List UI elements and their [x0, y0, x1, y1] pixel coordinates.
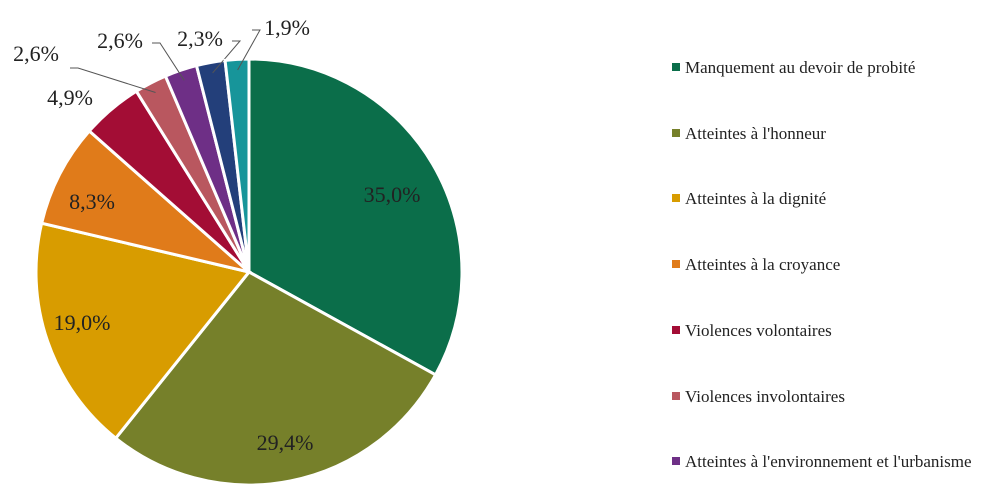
pie-slice — [223, 57, 251, 273]
legend-entry: Manquement au devoir de probité — [672, 58, 982, 78]
leader-line — [152, 42, 185, 81]
data-label: 1,9% — [264, 15, 310, 40]
data-label: 8,3% — [69, 189, 115, 214]
data-label: 19,0% — [54, 310, 111, 335]
legend-label: Violences involontaires — [685, 386, 845, 406]
pie-slice — [113, 270, 438, 486]
legend-swatch — [672, 391, 680, 400]
legend-entry: Violences involontaires — [672, 387, 982, 407]
pie-slice — [39, 128, 250, 274]
leader-line — [70, 67, 156, 94]
legend-label: Atteintes à l'environnement et l'urbanis… — [685, 452, 972, 472]
data-label: 35,0% — [364, 182, 421, 207]
legend-swatch — [672, 325, 680, 334]
data-label: 4,9% — [47, 85, 93, 110]
legend-entry: Violences volontaires — [672, 321, 982, 341]
data-label: 29,4% — [257, 430, 314, 455]
legend-label: Atteintes à l'honneur — [685, 123, 826, 143]
legend-entry: Atteintes à la croyance — [672, 255, 982, 275]
legend-label: Atteintes à la croyance — [685, 255, 841, 275]
pie-slice — [247, 57, 464, 377]
data-label: 2,6% — [97, 28, 143, 53]
leader-line — [237, 29, 261, 71]
legend-label: Manquement au devoir de probité — [685, 58, 916, 77]
legend-swatch — [672, 63, 680, 71]
legend-swatch — [672, 260, 680, 269]
data-label: 2,3% — [177, 26, 223, 51]
legend-entry: Atteintes à l'honneur — [672, 124, 982, 144]
legend-swatch — [672, 457, 680, 466]
legend-entry: Atteintes à la dignité — [672, 189, 982, 209]
leader-line — [212, 40, 242, 74]
legend-entry: Atteintes à l'environnement et l'urbanis… — [672, 452, 982, 472]
legend-swatch — [672, 194, 680, 203]
legend-label: Atteintes à la dignité — [685, 189, 827, 209]
data-label: 2,6% — [13, 41, 59, 66]
legend-label: Violences volontaires — [685, 320, 832, 340]
pie-slice — [34, 221, 252, 441]
legend-swatch — [672, 128, 680, 137]
